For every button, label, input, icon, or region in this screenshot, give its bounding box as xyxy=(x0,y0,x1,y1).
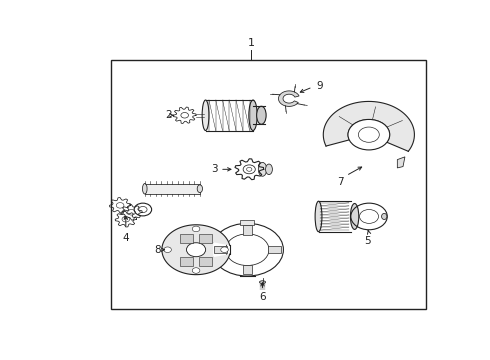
Polygon shape xyxy=(162,225,230,275)
Bar xyxy=(241,220,254,225)
Ellipse shape xyxy=(257,106,266,124)
Bar xyxy=(214,247,226,253)
Circle shape xyxy=(192,268,200,273)
Text: 2: 2 xyxy=(165,110,172,120)
Bar xyxy=(180,257,194,266)
Bar xyxy=(180,234,194,243)
Text: 6: 6 xyxy=(259,292,266,302)
Ellipse shape xyxy=(382,213,387,220)
Circle shape xyxy=(164,247,171,252)
Ellipse shape xyxy=(258,162,267,176)
Text: 4: 4 xyxy=(122,233,129,243)
Text: 3: 3 xyxy=(212,164,218,174)
Ellipse shape xyxy=(315,201,322,232)
Bar xyxy=(243,225,252,235)
Circle shape xyxy=(187,243,206,257)
Bar xyxy=(111,60,426,309)
Ellipse shape xyxy=(266,164,272,175)
Ellipse shape xyxy=(197,185,202,193)
Polygon shape xyxy=(278,91,299,107)
Ellipse shape xyxy=(350,203,359,229)
Circle shape xyxy=(192,226,200,232)
Circle shape xyxy=(348,120,390,150)
Polygon shape xyxy=(323,102,415,151)
Text: 1: 1 xyxy=(247,38,255,48)
Text: 7: 7 xyxy=(337,177,343,187)
Ellipse shape xyxy=(202,100,209,131)
Bar xyxy=(268,247,281,253)
Ellipse shape xyxy=(260,281,266,284)
Bar xyxy=(199,234,212,243)
Circle shape xyxy=(220,247,228,252)
Bar xyxy=(243,265,252,274)
Ellipse shape xyxy=(143,184,147,194)
Polygon shape xyxy=(397,157,405,168)
Bar xyxy=(199,257,212,266)
Ellipse shape xyxy=(249,100,257,131)
Text: 9: 9 xyxy=(317,81,323,91)
Text: 5: 5 xyxy=(364,236,370,246)
Bar xyxy=(145,184,200,194)
Text: 8: 8 xyxy=(155,245,161,255)
